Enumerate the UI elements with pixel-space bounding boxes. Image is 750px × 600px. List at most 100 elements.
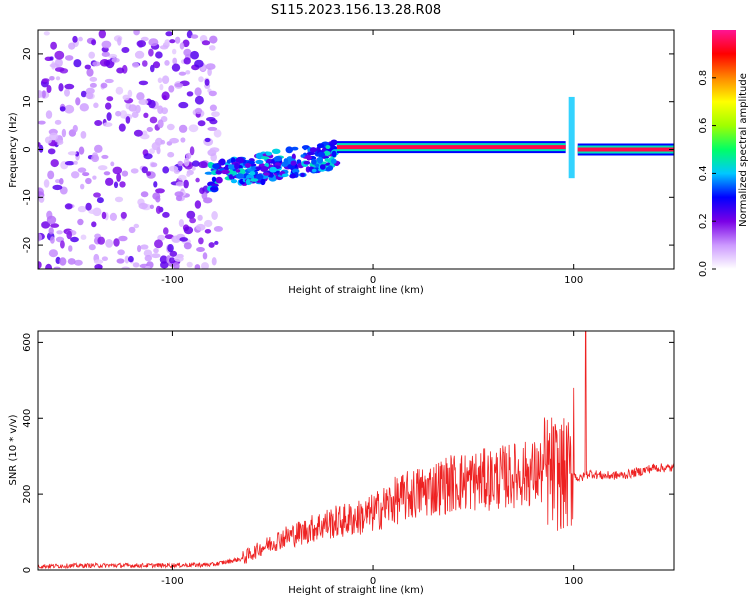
noise-blob: [178, 124, 188, 133]
ascent-blob: [215, 176, 223, 184]
ascent-blob: [266, 158, 272, 163]
noise-blob: [47, 148, 56, 155]
ascent-blob: [269, 166, 277, 173]
noise-blob: [54, 58, 63, 68]
y-tick-label: 200: [22, 485, 33, 504]
noise-blob: [45, 110, 53, 119]
noise-blob: [204, 137, 211, 143]
snr-ticks: -100 0 100 0 200 400 600: [22, 331, 674, 587]
noise-blob: [135, 104, 141, 114]
noise-blob: [130, 168, 139, 174]
noise-blob: [68, 42, 76, 50]
ascent-blob: [227, 164, 236, 170]
noise-blob: [190, 34, 199, 39]
noise-blob: [148, 99, 156, 109]
noise-blob: [101, 40, 112, 49]
noise-blob: [160, 139, 166, 145]
noise-blob: [115, 86, 124, 95]
ascent-blob: [228, 174, 233, 180]
noise-blob: [110, 161, 115, 167]
noise-blob: [131, 111, 139, 118]
noise-blob: [140, 244, 149, 250]
ascent-blob: [325, 167, 331, 172]
noise-blob: [211, 257, 217, 266]
noise-blob: [116, 258, 125, 264]
noise-blob: [64, 203, 73, 210]
noise-blob: [157, 234, 166, 241]
noise-blob: [49, 56, 54, 61]
colorbar: 0.0 0.2 0.4 0.6 0.8 Normalized spectral ampl…: [698, 30, 749, 277]
noise-blob: [38, 144, 44, 153]
snr-line: [38, 331, 674, 570]
noise-blob: [48, 227, 54, 235]
ascent-blob: [309, 147, 317, 153]
ascent-blob: [300, 154, 305, 158]
ascent-blob: [255, 174, 264, 180]
noise-blob: [179, 42, 185, 50]
noise-blob: [183, 242, 192, 250]
noise-blob: [213, 129, 222, 138]
ascent-blob: [285, 146, 294, 154]
ascent-blob: [300, 172, 305, 177]
ascent-blob: [260, 166, 269, 172]
snr-plot-area: [38, 331, 674, 570]
noise-blob: [151, 253, 161, 259]
noise-blob: [202, 252, 208, 260]
noise-blob: [141, 166, 148, 174]
noise-blob: [149, 148, 155, 154]
noise-blob: [138, 202, 148, 210]
spectrogram-ylabel: Frequency (Hz): [8, 112, 19, 188]
noise-blob: [78, 146, 85, 155]
noise-blob: [72, 35, 78, 43]
noise-blob: [85, 87, 95, 95]
noise-blob: [117, 36, 122, 46]
noise-blob: [85, 92, 94, 100]
ascent-blob: [249, 171, 256, 176]
noise-blob: [105, 239, 113, 248]
snr-series: [38, 331, 674, 570]
noise-blob: [103, 122, 113, 127]
noise-blob: [169, 39, 176, 44]
noise-blob: [185, 70, 191, 75]
noise-blob: [194, 95, 204, 105]
noise-blob: [94, 120, 103, 126]
ascent-blob: [330, 139, 338, 146]
noise-blob: [93, 259, 104, 265]
x-tick-label: 0: [370, 576, 376, 587]
ascent-blob: [235, 169, 241, 173]
noise-blob: [199, 187, 205, 194]
ascent-blob: [255, 159, 264, 165]
ascent-blob: [260, 178, 266, 186]
noise-blob: [64, 88, 70, 97]
noise-blob: [155, 195, 161, 203]
noise-blob: [50, 223, 60, 228]
noise-blob: [46, 215, 57, 225]
colorbar-ticks: 0.0 0.2 0.4 0.6 0.8: [698, 70, 716, 277]
noise-blob: [54, 50, 65, 60]
ascent-blob: [250, 178, 259, 182]
noise-blob: [183, 57, 191, 65]
noise-blob: [140, 191, 149, 198]
ascent-blob: [317, 151, 326, 158]
noise-blob: [186, 261, 193, 268]
ascent-blob: [306, 151, 316, 156]
ascent-blob: [325, 145, 331, 149]
noise-blob: [80, 234, 87, 240]
noise-blob: [178, 71, 187, 76]
noise-blob: [159, 255, 168, 264]
noise-blob: [146, 127, 153, 132]
noise-blob: [54, 67, 65, 72]
figure-title: S115.2023.156.13.28.R08: [271, 3, 441, 18]
noise-blob: [189, 146, 195, 156]
ascent-blob: [316, 143, 325, 149]
ascent-blob: [204, 171, 214, 175]
noise-blob: [68, 245, 73, 252]
noise-blob: [96, 197, 104, 204]
noise-blob: [143, 112, 149, 119]
noise-blob: [105, 177, 114, 186]
noise-blob: [138, 99, 149, 105]
noise-blob: [186, 172, 191, 177]
noise-blob: [89, 76, 98, 82]
